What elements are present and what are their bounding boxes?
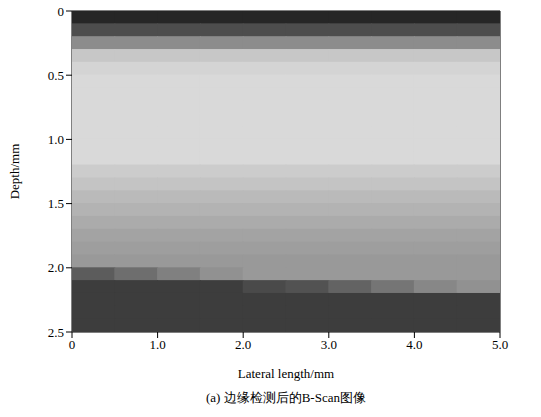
svg-text:1.5: 1.5	[48, 196, 64, 211]
svg-text:5.0: 5.0	[492, 337, 508, 352]
svg-text:3.0: 3.0	[321, 337, 337, 352]
html-text:(a) 边缘检测后的B-Scan图像: (a) 边缘检测后的B-Scan图像	[206, 390, 366, 405]
svg-text:4.0: 4.0	[406, 337, 422, 352]
svg-text:2.0: 2.0	[48, 260, 64, 275]
svg-text:0.5: 0.5	[48, 68, 64, 83]
svg-text:Lateral length/mm: Lateral length/mm	[238, 366, 334, 381]
svg-text:1.0: 1.0	[48, 132, 64, 147]
svg-text:0: 0	[69, 337, 76, 352]
svg-text:1.0: 1.0	[149, 337, 165, 352]
svg-text:0: 0	[58, 4, 65, 19]
svg-text:Depth/mm: Depth/mm	[7, 144, 22, 200]
svg-text:2.5: 2.5	[48, 325, 64, 340]
svg-text:2.0: 2.0	[235, 337, 251, 352]
